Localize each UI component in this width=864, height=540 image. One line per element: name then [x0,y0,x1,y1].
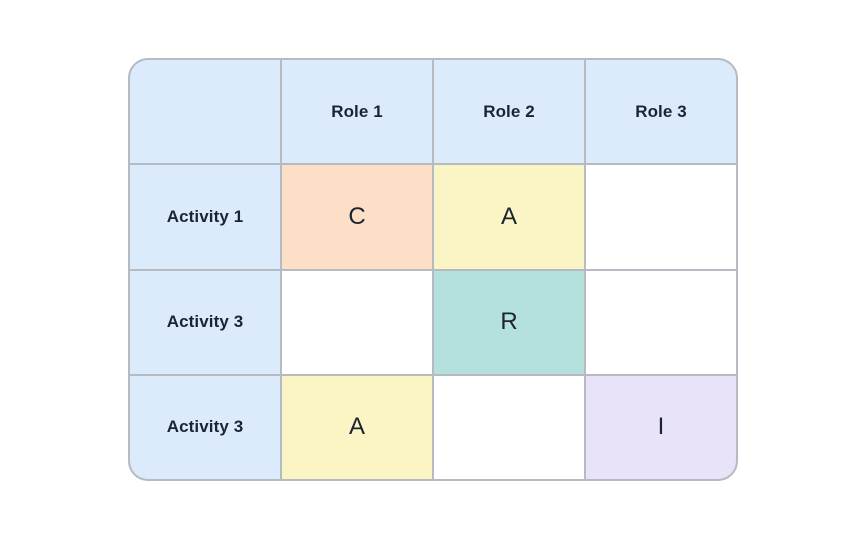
corner-cell [130,60,280,164]
column-header-role-2: Role 2 [434,60,584,164]
raci-cell-activity3b-role1: A [282,375,432,479]
raci-cell-activity3b-role2 [434,375,584,479]
column-header-role-3: Role 3 [586,60,736,164]
raci-cell-activity3a-role1 [282,270,432,374]
row-header-activity-3b: Activity 3 [130,375,280,479]
row-header-activity-3a: Activity 3 [130,270,280,374]
raci-cell-activity1-role2: A [434,165,584,269]
raci-cell-activity3b-role3: I [586,375,736,479]
raci-cell-activity3a-role3 [586,270,736,374]
row-header-activity-1: Activity 1 [130,165,280,269]
raci-cell-activity1-role1: C [282,165,432,269]
column-header-role-1: Role 1 [282,60,432,164]
raci-cell-activity1-role3 [586,165,736,269]
raci-matrix-table: Role 1 Role 2 Role 3 Activity 1 C A Acti… [128,58,738,481]
raci-cell-activity3a-role2: R [434,270,584,374]
